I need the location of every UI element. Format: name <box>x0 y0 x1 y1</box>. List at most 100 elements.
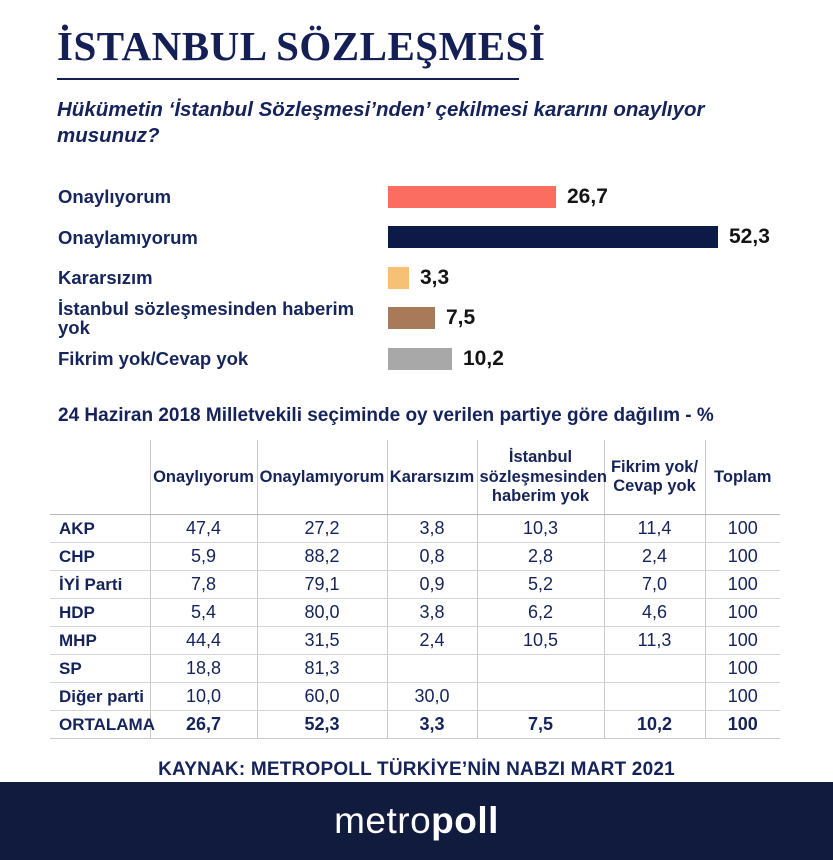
bar-category-label: Fikrim yok/Cevap yok <box>58 348 249 370</box>
value-cell: 5,9 <box>149 542 257 572</box>
value-cell: 2,8 <box>476 542 604 572</box>
bar-track: 10,2 <box>388 346 504 370</box>
value-cell: 26,7 <box>149 710 257 740</box>
logo-text-light: metro <box>334 800 432 841</box>
value-cell: 10,2 <box>603 710 705 740</box>
value-cell: 3,8 <box>386 514 477 544</box>
party-name-cell: SP <box>50 654 150 684</box>
party-name-cell: AKP <box>50 514 150 544</box>
column-header: Toplam <box>704 440 780 516</box>
value-cell: 10,3 <box>476 514 604 544</box>
table-row: MHP 44,4 31,5 2,4 10,5 11,3 100 <box>50 626 780 656</box>
value-cell: 0,8 <box>386 542 477 572</box>
value-cell: 11,3 <box>603 626 705 656</box>
footer-brand-bar: metropoll <box>0 782 833 860</box>
value-cell: 2,4 <box>386 626 477 656</box>
value-cell <box>476 654 604 684</box>
column-header <box>50 440 150 516</box>
value-cell: 100 <box>704 682 780 712</box>
value-cell: 4,6 <box>603 598 705 628</box>
value-cell: 5,4 <box>149 598 257 628</box>
bar-category-label: Onaylamıyorum <box>58 226 198 248</box>
value-cell: 60,0 <box>256 682 387 712</box>
bar-value-label: 3,3 <box>420 265 450 289</box>
table-row: Diğer parti 10,0 60,0 30,0 100 <box>50 682 780 712</box>
bar-chart: Onaylıyorum 26,7 Onaylamıyorum 52,3 Kararsız… <box>58 177 833 380</box>
value-cell: 100 <box>704 654 780 684</box>
value-cell: 100 <box>704 598 780 628</box>
bar-row: Onaylamıyorum 52,3 <box>58 217 833 258</box>
value-cell <box>386 654 477 684</box>
bar-track: 52,3 <box>388 225 770 249</box>
value-cell: 100 <box>704 542 780 572</box>
bar-value-label: 52,3 <box>729 225 770 249</box>
title-underline <box>57 78 519 81</box>
value-cell: 79,1 <box>256 570 387 600</box>
value-cell: 7,0 <box>603 570 705 600</box>
bar-segment <box>388 266 409 289</box>
value-cell: 88,2 <box>256 542 387 572</box>
value-cell: 10,5 <box>476 626 604 656</box>
column-header: Fikrim yok/ Cevap yok <box>603 440 705 516</box>
bar-row: Fikrim yok/Cevap yok 10,2 <box>58 339 833 380</box>
value-cell: 3,8 <box>386 598 477 628</box>
metropoll-logo: metropoll <box>334 800 499 842</box>
column-header: Kararsızım <box>386 440 477 516</box>
value-cell: 30,0 <box>386 682 477 712</box>
column-header: Onaylamıyorum <box>256 440 387 516</box>
value-cell: 7,8 <box>149 570 257 600</box>
table-row: HDP 5,4 80,0 3,8 6,2 4,6 100 <box>50 598 780 628</box>
bar-category-label: Kararsızım <box>58 267 153 289</box>
table-row: İYİ Parti 7,8 79,1 0,9 5,2 7,0 100 <box>50 570 780 600</box>
source-note: KAYNAK: METROPOLL TÜRKİYE’NİN NABZI MART… <box>158 759 675 781</box>
bar-track: 3,3 <box>388 265 450 289</box>
bar-track: 26,7 <box>388 185 608 208</box>
party-name-cell: HDP <box>50 598 150 628</box>
value-cell: 10,0 <box>149 682 257 712</box>
bar-value-label: 7,5 <box>446 306 476 330</box>
value-cell: 47,4 <box>149 514 257 544</box>
party-name-cell: ORTALAMA <box>50 710 155 740</box>
party-name-cell: CHP <box>50 542 150 572</box>
bar-segment <box>388 307 435 330</box>
bar-segment <box>388 185 556 208</box>
value-cell: 2,4 <box>603 542 705 572</box>
party-name-cell: MHP <box>50 626 150 656</box>
party-breakdown-table: Onaylıyorum Onaylamıyorum Kararsızım İstanb… <box>50 440 780 740</box>
column-header: İstanbul sözleşmesinden haberim yok <box>476 440 607 516</box>
value-cell: 7,5 <box>476 710 604 740</box>
value-cell: 100 <box>704 626 780 656</box>
bar-segment <box>388 226 718 249</box>
column-header: Onaylıyorum <box>149 440 257 516</box>
bar-row: İstanbul sözleşmesinden haberim yok 7,5 <box>58 298 833 339</box>
bar-value-label: 10,2 <box>463 346 504 370</box>
bar-category-label: Onaylıyorum <box>58 186 172 208</box>
value-cell: 0,9 <box>386 570 477 600</box>
header: İSTANBUL SÖZLEŞMESİ Hükümetin ‘İstanbul … <box>0 0 833 150</box>
value-cell: 52,3 <box>256 710 387 740</box>
value-cell: 18,8 <box>149 654 257 684</box>
table-row: SP 18,8 81,3 100 <box>50 654 780 684</box>
table-row: CHP 5,9 88,2 0,8 2,8 2,4 100 <box>50 542 780 572</box>
bar-category-label: İstanbul sözleşmesinden haberim yok <box>58 297 355 339</box>
value-cell: 100 <box>704 514 780 544</box>
bar-track: 7,5 <box>388 306 476 330</box>
table-title: 24 Haziran 2018 Milletvekili seçiminde o… <box>58 405 714 427</box>
table-row: AKP 47,4 27,2 3,8 10,3 11,4 100 <box>50 514 780 544</box>
value-cell: 5,2 <box>476 570 604 600</box>
value-cell: 11,4 <box>603 514 705 544</box>
value-cell: 6,2 <box>476 598 604 628</box>
value-cell: 27,2 <box>256 514 387 544</box>
value-cell: 100 <box>704 710 780 740</box>
value-cell <box>603 682 705 712</box>
value-cell: 81,3 <box>256 654 387 684</box>
value-cell: 80,0 <box>256 598 387 628</box>
value-cell <box>476 682 604 712</box>
page-title: İSTANBUL SÖZLEŞMESİ <box>57 23 546 69</box>
bar-row: Onaylıyorum 26,7 <box>58 177 833 218</box>
party-name-cell: İYİ Parti <box>50 570 150 600</box>
logo-text-bold: poll <box>431 800 499 841</box>
bar-segment <box>388 347 452 370</box>
value-cell <box>603 654 705 684</box>
